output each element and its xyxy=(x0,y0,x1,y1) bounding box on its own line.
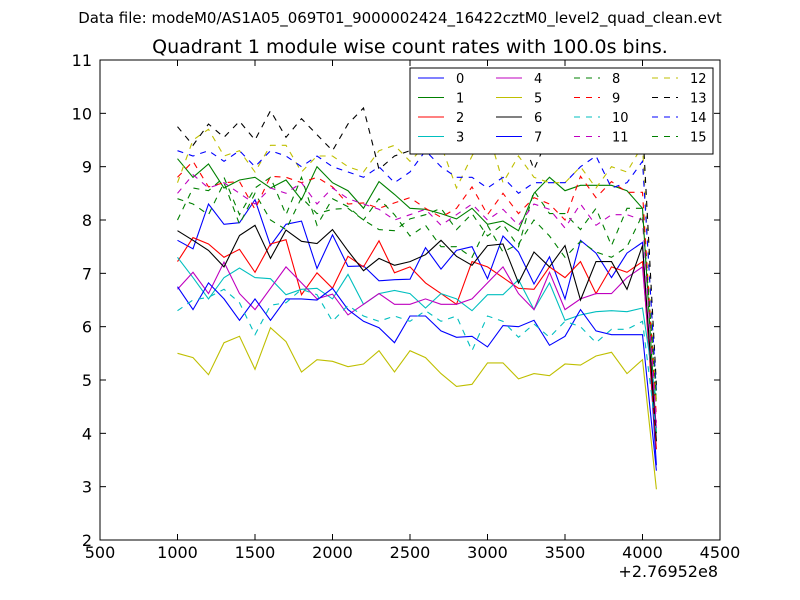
legend-label-11: 11 xyxy=(612,131,629,146)
series-line-8 xyxy=(177,181,657,402)
series-line-14 xyxy=(177,149,657,391)
y-tick-label: 3 xyxy=(82,478,92,497)
x-axis-offset-label: +2.76952e8 xyxy=(618,562,718,581)
y-tick-label: 4 xyxy=(82,424,92,443)
y-tick-label: 2 xyxy=(82,531,92,550)
legend-label-8: 8 xyxy=(612,72,620,87)
legend-label-5: 5 xyxy=(534,92,542,107)
y-tick-label: 6 xyxy=(82,318,92,337)
series-line-3 xyxy=(177,256,657,402)
series-line-6 xyxy=(177,224,657,442)
series-line-9 xyxy=(177,160,657,418)
y-tick-label: 10 xyxy=(72,104,92,123)
series-line-4 xyxy=(177,260,657,429)
legend-label-1: 1 xyxy=(456,92,464,107)
legend-label-14: 14 xyxy=(690,111,707,126)
series-line-5 xyxy=(177,326,657,490)
y-tick-label: 9 xyxy=(82,158,92,177)
x-tick-label: 3000 xyxy=(467,543,508,562)
x-tick-label: 4500 xyxy=(700,543,741,562)
x-tick-label: 4000 xyxy=(622,543,663,562)
plot-frame xyxy=(99,59,721,541)
legend-label-0: 0 xyxy=(456,72,464,87)
legend-label-15: 15 xyxy=(690,131,707,146)
chart-title: Quadrant 1 module wise count rates with … xyxy=(152,36,668,58)
series-line-2 xyxy=(177,236,657,450)
series-line-15 xyxy=(177,175,657,397)
legend-box xyxy=(409,67,714,155)
x-tick-label: 3500 xyxy=(545,543,586,562)
y-tick-label: 8 xyxy=(82,211,92,230)
legend-label-7: 7 xyxy=(534,131,542,146)
series-line-1 xyxy=(177,158,657,434)
legend-label-10: 10 xyxy=(612,111,629,126)
x-tick-label: 1500 xyxy=(235,543,276,562)
legend-label-13: 13 xyxy=(690,92,707,107)
legend-label-12: 12 xyxy=(690,72,707,87)
x-tick-label: 500 xyxy=(85,543,116,562)
y-tick-label: 5 xyxy=(82,371,92,390)
series-line-10 xyxy=(177,288,657,434)
y-tick-label: 7 xyxy=(82,264,92,283)
x-tick-label: 2500 xyxy=(390,543,431,562)
series-line-0 xyxy=(177,198,657,466)
figure-suptitle: Data file: modeM0/AS1A05_069T01_90000024… xyxy=(78,9,722,28)
legend-label-6: 6 xyxy=(534,111,542,126)
y-tick-label: 11 xyxy=(72,51,92,70)
legend-label-4: 4 xyxy=(534,72,542,87)
legend-label-3: 3 xyxy=(456,131,464,146)
legend-label-2: 2 xyxy=(456,111,464,126)
x-tick-label: 1000 xyxy=(157,543,198,562)
x-tick-label: 2000 xyxy=(312,543,353,562)
legend-label-9: 9 xyxy=(612,92,620,107)
